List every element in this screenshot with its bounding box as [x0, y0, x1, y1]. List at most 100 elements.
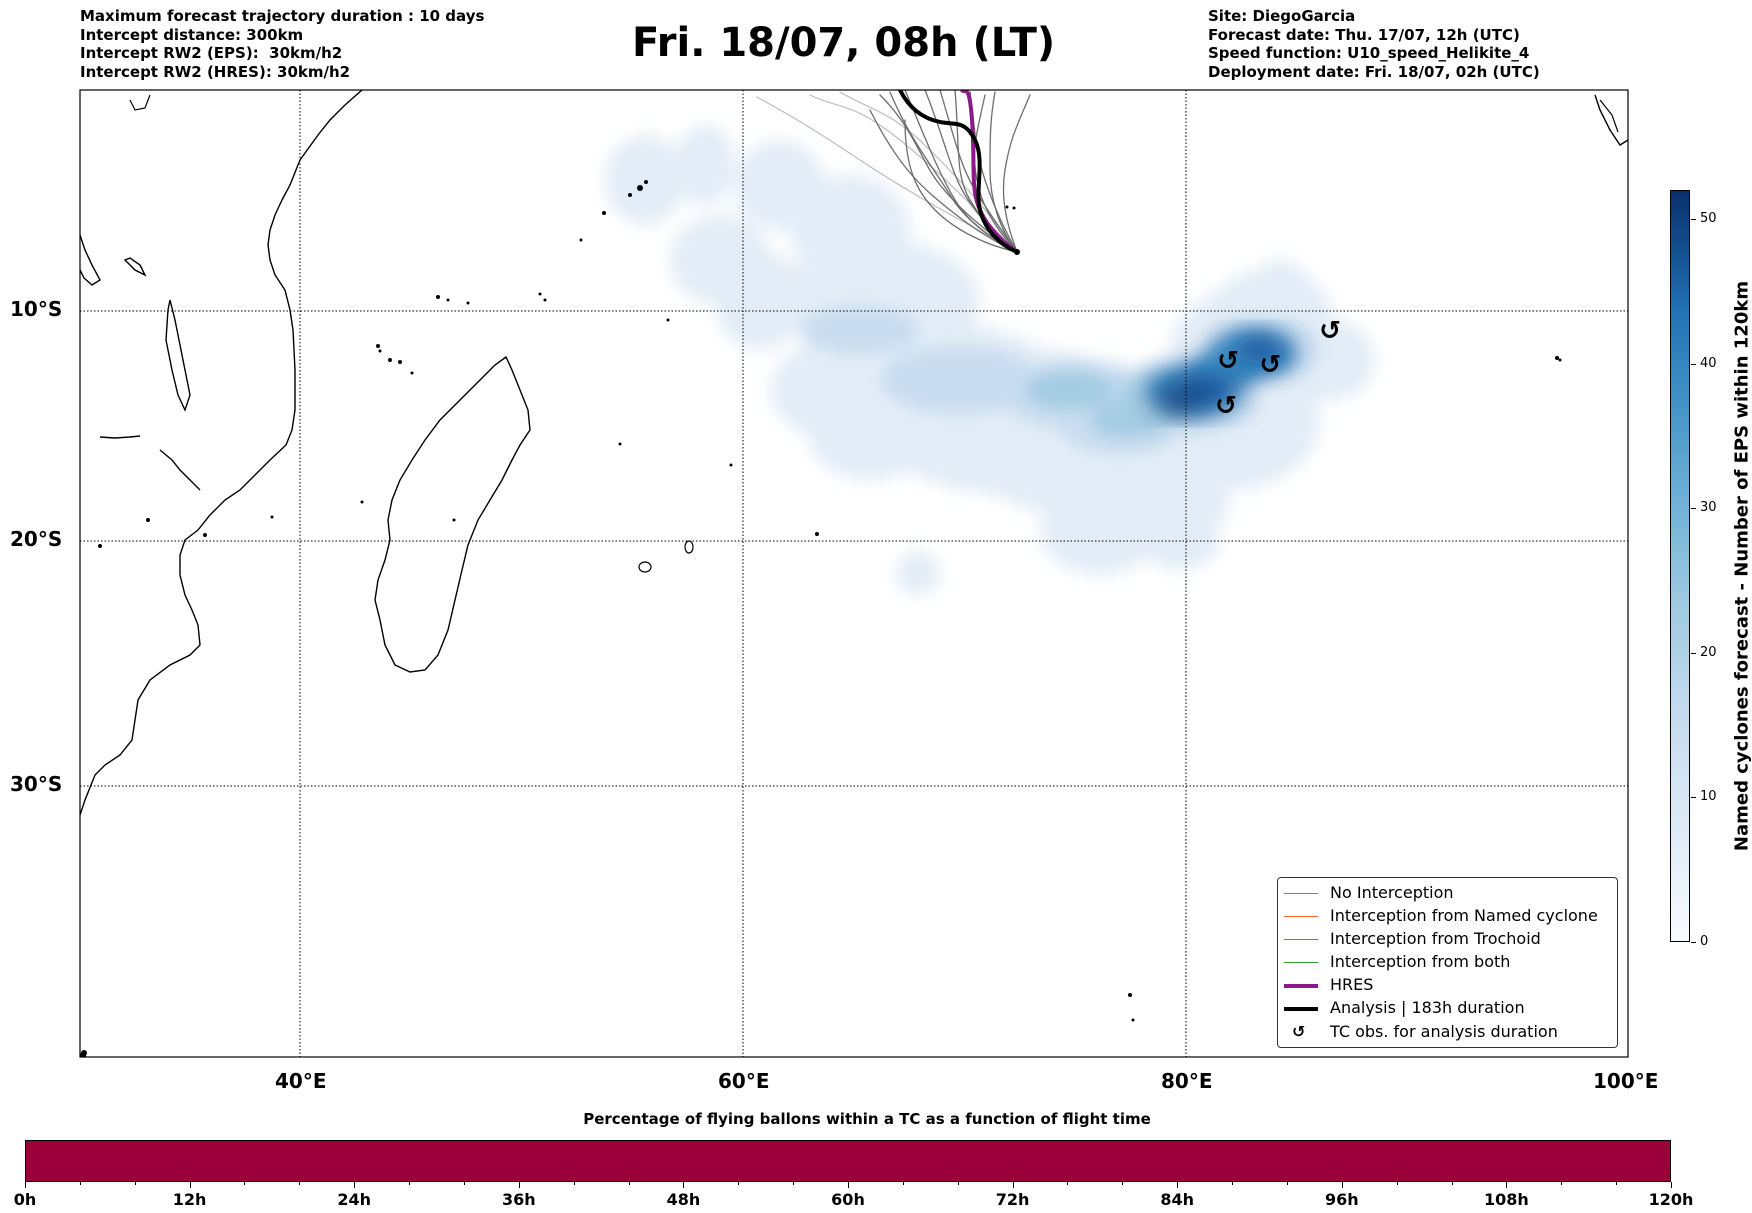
map-title: Fri. 18/07, 08h (LT) [632, 20, 1056, 66]
colorbar-tick-label: 40 [1700, 355, 1717, 371]
progress-tick-label: 72h [995, 1190, 1030, 1209]
progress-tick [1616, 1182, 1618, 1185]
tc-percentage-fill [26, 1141, 1670, 1181]
header-left-line: Intercept RW2 (EPS): 30km/h2 [80, 44, 343, 62]
lat-label-30s: 30°S [10, 772, 63, 796]
tc-observation-icon: ↺ [1319, 316, 1341, 347]
colorbar-tick [1691, 652, 1696, 654]
header-right-line: Speed function: U10_speed_Helikite_4 [1208, 44, 1530, 62]
legend-item-tc-obs: ↺ TC obs. for analysis duration [1278, 1022, 1617, 1044]
progress-tick [134, 1182, 136, 1185]
progress-tick [573, 1182, 575, 1185]
progress-tick-label: 12h [172, 1190, 207, 1209]
progress-tick [1506, 1182, 1508, 1188]
legend-label: Analysis | 183h duration [1330, 998, 1525, 1017]
colorbar-label: Named cyclones forecast - Number of EPS … [1731, 280, 1752, 852]
legend-item-trochoid: Interception from Trochoid [1278, 929, 1617, 951]
progress-tick [79, 1182, 81, 1185]
colorbar-tick-label: 20 [1700, 644, 1717, 660]
legend-item-named-cyclone: Interception from Named cyclone [1278, 906, 1617, 928]
lon-label-40e: 40°E [275, 1069, 327, 1093]
header-right-line: Deployment date: Fri. 18/07, 02h (UTC) [1208, 62, 1540, 81]
arabia-coastline [80, 234, 101, 286]
progress-tick [902, 1182, 904, 1185]
lat-label-20s: 20°S [10, 527, 63, 551]
tc-observation-icon: ↺ [1214, 391, 1237, 422]
progress-tick [1561, 1182, 1563, 1185]
progress-tick-label: 108h [1483, 1190, 1529, 1209]
progress-tick [1451, 1182, 1453, 1185]
coastlines [80, 90, 1628, 816]
legend-swatch [1284, 893, 1318, 894]
progress-title: Percentage of flying ballons within a TC… [583, 1110, 1151, 1128]
progress-tick [189, 1182, 191, 1188]
header-left-line: Intercept RW2 (HRES): 30km/h2 [80, 62, 351, 81]
colorbar-tick [1691, 797, 1696, 799]
progress-tick [628, 1182, 630, 1185]
colorbar [1670, 190, 1690, 942]
legend-item-hres: HRES [1278, 975, 1617, 997]
map-frame [79, 89, 1629, 1058]
header-left-line: Maximum forecast trajectory duration : 1… [80, 7, 485, 25]
progress-tick-label: 96h [1324, 1190, 1359, 1209]
header-left-line: Intercept distance: 300km [80, 25, 304, 44]
colorbar-tick [1691, 942, 1696, 943]
lon-label-60e: 60°E [718, 1069, 770, 1093]
progress-tick-label: 120h [1648, 1190, 1694, 1209]
africa-coastline [80, 90, 363, 816]
colorbar-tick-label: 0 [1700, 934, 1709, 949]
analysis-trajectory [898, 90, 1019, 254]
colorbar-tick-label: 50 [1700, 210, 1717, 226]
legend-label: HRES [1330, 975, 1374, 994]
progress-tick-label: 60h [831, 1190, 865, 1209]
legend-swatch [1284, 916, 1318, 917]
density-core [1155, 335, 1290, 412]
progress-tick [299, 1182, 301, 1185]
header-info-left: Maximum forecast trajectory duration : 1… [80, 7, 484, 81]
progress-tick [793, 1182, 795, 1185]
progress-tick [1067, 1182, 1069, 1185]
colorbar-tick [1691, 508, 1696, 510]
map-legend: No Interception Interception from Named … [1277, 877, 1618, 1048]
progress-tick [1122, 1182, 1124, 1185]
header-right-line: Site: DiegoGarcia [1208, 7, 1356, 25]
progress-tick [409, 1182, 411, 1185]
legend-swatch [1284, 1007, 1318, 1011]
progress-tick [957, 1182, 959, 1185]
colorbar-tick [1691, 218, 1696, 220]
legend-item-analysis: Analysis | 183h duration [1278, 998, 1617, 1020]
progress-tick [244, 1182, 246, 1185]
lat-label-10s: 10°S [10, 297, 63, 321]
progress-tick-label: 36h [501, 1190, 536, 1209]
gridlines [80, 90, 1628, 1057]
progress-tick [1396, 1182, 1398, 1185]
colorbar-tick-label: 10 [1700, 789, 1717, 805]
legend-swatch [1284, 984, 1318, 988]
lon-label-100e: 100°E [1593, 1069, 1659, 1093]
tc-observation-icon: ↺ [1217, 345, 1239, 376]
header-info-right: Site: DiegoGarcia Forecast date: Thu. 17/… [1208, 7, 1540, 81]
progress-tick [1012, 1182, 1014, 1188]
progress-tick [1177, 1182, 1179, 1188]
progress-tick-label: 0h [13, 1190, 37, 1209]
tc-observation-icon: ↺ [1259, 350, 1282, 381]
density-field [605, 125, 1375, 595]
tc-percentage-bar [25, 1140, 1671, 1182]
colorbar-tick-label: 30 [1700, 500, 1717, 516]
legend-swatch [1284, 962, 1318, 963]
legend-item-no-interception: No Interception [1278, 883, 1617, 905]
progress-tick-label: 84h [1160, 1190, 1195, 1209]
progress-tick [25, 1182, 26, 1188]
legend-label: Interception from Named cyclone [1330, 906, 1598, 925]
progress-tick [1341, 1182, 1343, 1188]
legend-label: TC obs. for analysis duration [1330, 1022, 1558, 1041]
islands [81, 180, 1562, 1056]
tc-symbol-icon: ↺ [1292, 1022, 1306, 1041]
progress-tick [1671, 1182, 1672, 1188]
legend-label: Interception from Trochoid [1330, 929, 1541, 948]
progress-tick [738, 1182, 740, 1185]
progress-tick [518, 1182, 520, 1188]
legend-swatch [1284, 939, 1318, 940]
progress-tick [354, 1182, 356, 1188]
